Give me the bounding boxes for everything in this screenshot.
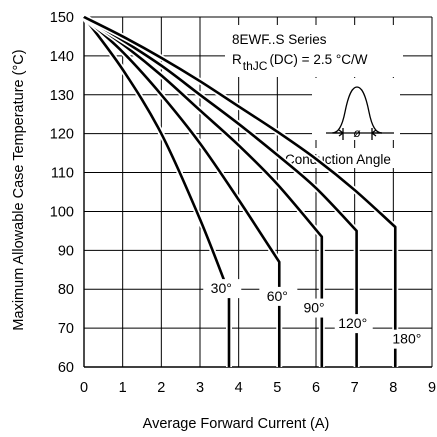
x-tick-labels: 0 1 2 3 4 5 6 7 8 9 xyxy=(80,380,436,396)
series-title: 8EWF..S Series xyxy=(232,32,327,47)
series-label-bg xyxy=(296,298,335,318)
x-tick-label: 2 xyxy=(157,380,165,396)
series-labels: 30° 60° 90° 120° 180° xyxy=(203,279,427,349)
y-tick-label: 70 xyxy=(58,321,74,337)
x-tick-label: 0 xyxy=(80,380,88,396)
rthjc-subscript: thJC xyxy=(243,59,268,73)
inset-bg xyxy=(312,78,400,140)
angle-symbol: ø xyxy=(353,126,361,140)
series-label: 60° xyxy=(267,288,288,304)
y-tick-label: 140 xyxy=(50,49,74,65)
series-label-bg xyxy=(334,314,373,334)
series-label: 120° xyxy=(338,315,367,331)
series-label-bg xyxy=(388,329,427,349)
rthjc-symbol: R xyxy=(232,52,242,67)
series-line xyxy=(82,16,231,367)
y-tick-labels: 60 70 80 90 100 110 120 130 140 150 xyxy=(50,10,74,376)
x-tick-label: 1 xyxy=(119,380,127,396)
y-axis-label: Maximum Allowable Case Temperature (°C) xyxy=(11,49,27,330)
x-tick-label: 9 xyxy=(428,380,436,396)
series-lines xyxy=(81,14,399,367)
y-tick-label: 90 xyxy=(58,243,74,259)
x-tick-label: 3 xyxy=(196,380,204,396)
conduction-angle-label: Conduction Angle xyxy=(285,152,391,167)
series-label-bg xyxy=(259,286,298,306)
series-label-bg xyxy=(203,279,242,299)
y-tick-label: 130 xyxy=(50,88,74,104)
series-label: 180° xyxy=(392,331,421,347)
x-tick-label: 6 xyxy=(312,380,320,396)
series-line xyxy=(83,15,358,367)
x-tick-label: 4 xyxy=(235,380,243,396)
y-tick-label: 120 xyxy=(50,127,74,143)
series-line xyxy=(83,15,397,367)
rthjc-value: (DC) = 2.5 °C/W xyxy=(269,52,367,67)
rthjc-label: RthJC (DC) = 2.5 °C/W xyxy=(232,52,368,73)
x-axis-label: Average Forward Current (A) xyxy=(143,416,330,432)
y-tick-label: 60 xyxy=(58,360,74,376)
x-tick-label: 8 xyxy=(389,380,397,396)
x-tick-label: 7 xyxy=(351,380,359,396)
series-line xyxy=(83,16,281,367)
series-label: 30° xyxy=(211,280,232,296)
y-tick-label: 110 xyxy=(51,166,74,182)
legend-box-bg xyxy=(225,25,403,77)
x-tick-label: 5 xyxy=(273,380,281,396)
conduction-angle-icon xyxy=(326,86,394,140)
series-label: 90° xyxy=(303,300,324,316)
y-tick-label: 150 xyxy=(50,10,74,26)
series-line xyxy=(83,15,324,367)
y-tick-label: 80 xyxy=(58,282,74,298)
y-tick-label: 100 xyxy=(50,204,74,220)
